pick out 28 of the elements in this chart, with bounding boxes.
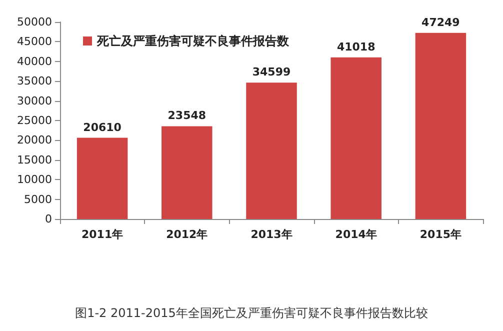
y-tick-label: 5000	[24, 192, 52, 206]
y-tick-label: 20000	[17, 134, 52, 147]
data-label: 20610	[83, 120, 122, 134]
data-label: 34599	[252, 66, 291, 79]
x-tick-label: 2011年	[81, 228, 124, 241]
data-label: 47249	[422, 16, 460, 29]
bar	[246, 82, 297, 219]
bar	[76, 138, 128, 219]
bar	[415, 32, 466, 219]
y-tick-label: 45000	[17, 35, 52, 48]
data-label: 23548	[168, 109, 206, 122]
data-label: 41018	[336, 40, 376, 54]
y-tick-label: 40000	[17, 54, 52, 68]
x-tick-label: 2013年	[250, 228, 292, 241]
x-tick-label: 2012年	[166, 228, 208, 241]
y-tick-label: 10000	[17, 173, 52, 186]
x-tick-label: 2015年	[420, 228, 462, 241]
y-tick-label: 35000	[17, 74, 52, 88]
x-tick-label: 2014年	[335, 228, 377, 241]
y-tick-label: 50000	[17, 16, 52, 28]
y-tick-label: 25000	[17, 114, 52, 127]
y-tick-label: 0	[45, 212, 52, 226]
y-tick-label: 30000	[17, 94, 52, 108]
bar	[330, 57, 382, 219]
y-tick-label: 15000	[17, 153, 52, 166]
caption: 图1-2 2011-2015年全国死亡及严重伤害可疑不良事件报告数比较	[75, 306, 428, 320]
legend-label: 死亡及严重伤害可疑不良事件报告数	[96, 34, 290, 48]
bar	[162, 126, 212, 219]
